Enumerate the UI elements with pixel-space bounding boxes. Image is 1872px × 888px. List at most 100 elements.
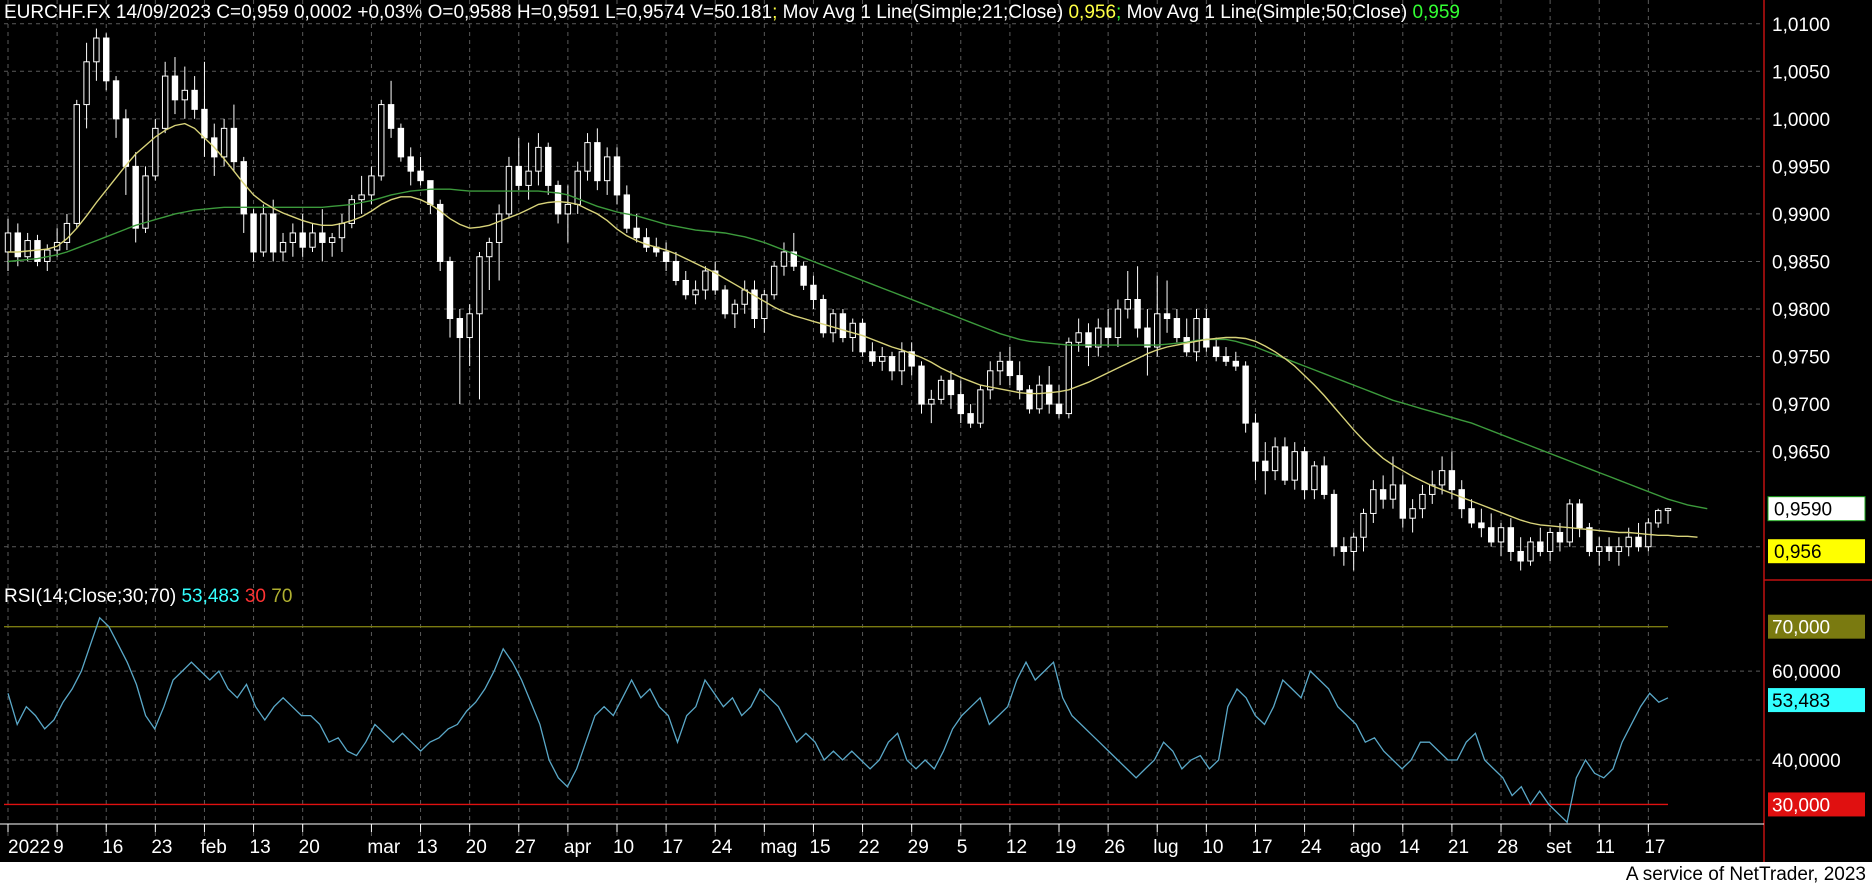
- candle: [1193, 309, 1200, 362]
- candle: [387, 80, 395, 138]
- candle: [260, 204, 267, 257]
- candle: [1036, 375, 1043, 414]
- time-tick-label: 22: [859, 837, 880, 858]
- candle: [152, 118, 159, 181]
- candle-body: [1016, 375, 1023, 391]
- candle: [1016, 361, 1023, 400]
- volume-value: V=50.181: [690, 2, 773, 23]
- candle: [1429, 470, 1436, 504]
- candle-body: [1311, 465, 1318, 491]
- candle-body: [1468, 508, 1475, 524]
- candle: [122, 109, 130, 195]
- candle-body: [1163, 313, 1171, 320]
- price-tick-label: 0,9950: [1772, 157, 1830, 178]
- candle: [545, 142, 552, 195]
- candle-body: [820, 299, 827, 334]
- candle-body: [191, 89, 198, 110]
- rsi-value: 53,483: [181, 586, 240, 607]
- candle-body: [1321, 465, 1328, 495]
- candle: [1664, 507, 1672, 524]
- last-price-label: 0,9590: [1774, 500, 1832, 521]
- candle-body: [142, 175, 149, 229]
- change-pct: +0,03%: [357, 2, 423, 23]
- candle-body: [122, 118, 130, 167]
- candle: [967, 404, 974, 428]
- candle: [731, 299, 739, 329]
- time-tick-label: 28: [1497, 837, 1518, 858]
- candle: [1252, 413, 1259, 481]
- candle-body: [584, 142, 591, 172]
- candle-body: [525, 170, 532, 186]
- time-tick-label: 23: [151, 837, 172, 858]
- candle: [63, 213, 71, 251]
- candle: [869, 342, 876, 367]
- candle-body: [1340, 546, 1348, 552]
- ma21-label: Mov Avg 1 Line(Simple;21;Close): [782, 2, 1064, 23]
- candle-body: [987, 370, 994, 391]
- candle-body: [1478, 522, 1485, 529]
- candle: [800, 261, 807, 290]
- price-tick-label: 1,0000: [1772, 110, 1830, 131]
- time-tick-label: 14: [1399, 837, 1421, 858]
- candle: [1104, 309, 1112, 348]
- time-tick-label: 20: [299, 837, 320, 858]
- time-tick-label: 10: [1202, 837, 1223, 858]
- candle: [1045, 366, 1053, 414]
- time-tick-label: feb: [200, 837, 226, 858]
- candle: [1517, 537, 1524, 571]
- candle-body: [309, 232, 316, 248]
- time-tick-label: set: [1546, 837, 1572, 858]
- candle-body: [1281, 446, 1289, 481]
- low-value: L=0,9574: [605, 2, 685, 23]
- candle-body: [1193, 318, 1200, 353]
- time-tick-label: 20: [466, 837, 487, 858]
- candle-body: [4, 232, 12, 253]
- candle: [495, 204, 503, 281]
- candle-body: [928, 398, 935, 405]
- time-tick-label: 17: [1251, 837, 1272, 858]
- candle-body: [1409, 508, 1416, 519]
- candle-body: [1379, 489, 1387, 500]
- candle-body: [692, 289, 699, 296]
- candle: [1576, 499, 1583, 538]
- candle-body: [1586, 527, 1593, 552]
- candle: [476, 251, 483, 400]
- candle: [1419, 484, 1426, 519]
- candle: [14, 223, 22, 267]
- candle: [987, 361, 994, 400]
- candle: [839, 309, 847, 343]
- candle: [1654, 508, 1662, 528]
- last-price-box: [1767, 496, 1866, 522]
- candle-body: [721, 289, 729, 315]
- candle-body: [132, 165, 139, 229]
- candle-body: [436, 203, 444, 262]
- candle-body: [613, 156, 621, 196]
- candle-body: [171, 75, 179, 101]
- time-tick-label: 15: [809, 837, 830, 858]
- ma21-value: 0,956: [1068, 2, 1117, 23]
- candle: [338, 213, 346, 252]
- candle-body: [63, 222, 71, 243]
- candle-body: [545, 146, 552, 186]
- candle: [1095, 318, 1102, 357]
- candle: [820, 294, 827, 338]
- candle: [1615, 537, 1623, 566]
- candle: [1586, 522, 1593, 557]
- candle: [1222, 347, 1230, 367]
- candle-body: [702, 270, 709, 291]
- candle-body: [378, 104, 385, 177]
- candle: [1596, 537, 1603, 566]
- candle: [505, 156, 513, 219]
- candle-body: [260, 213, 267, 253]
- candle-body: [1124, 299, 1131, 310]
- time-tick-label: apr: [564, 837, 592, 858]
- candle-body: [220, 127, 228, 158]
- candle: [83, 42, 90, 129]
- ma21-price-label: 0,956: [1774, 542, 1822, 563]
- ma50-line: [7, 188, 1708, 510]
- candle-body: [427, 180, 434, 205]
- candle-body: [535, 146, 542, 172]
- candle: [1556, 522, 1564, 552]
- candle: [1605, 537, 1613, 561]
- rsi-label: RSI(14;Close;30;70): [4, 586, 177, 607]
